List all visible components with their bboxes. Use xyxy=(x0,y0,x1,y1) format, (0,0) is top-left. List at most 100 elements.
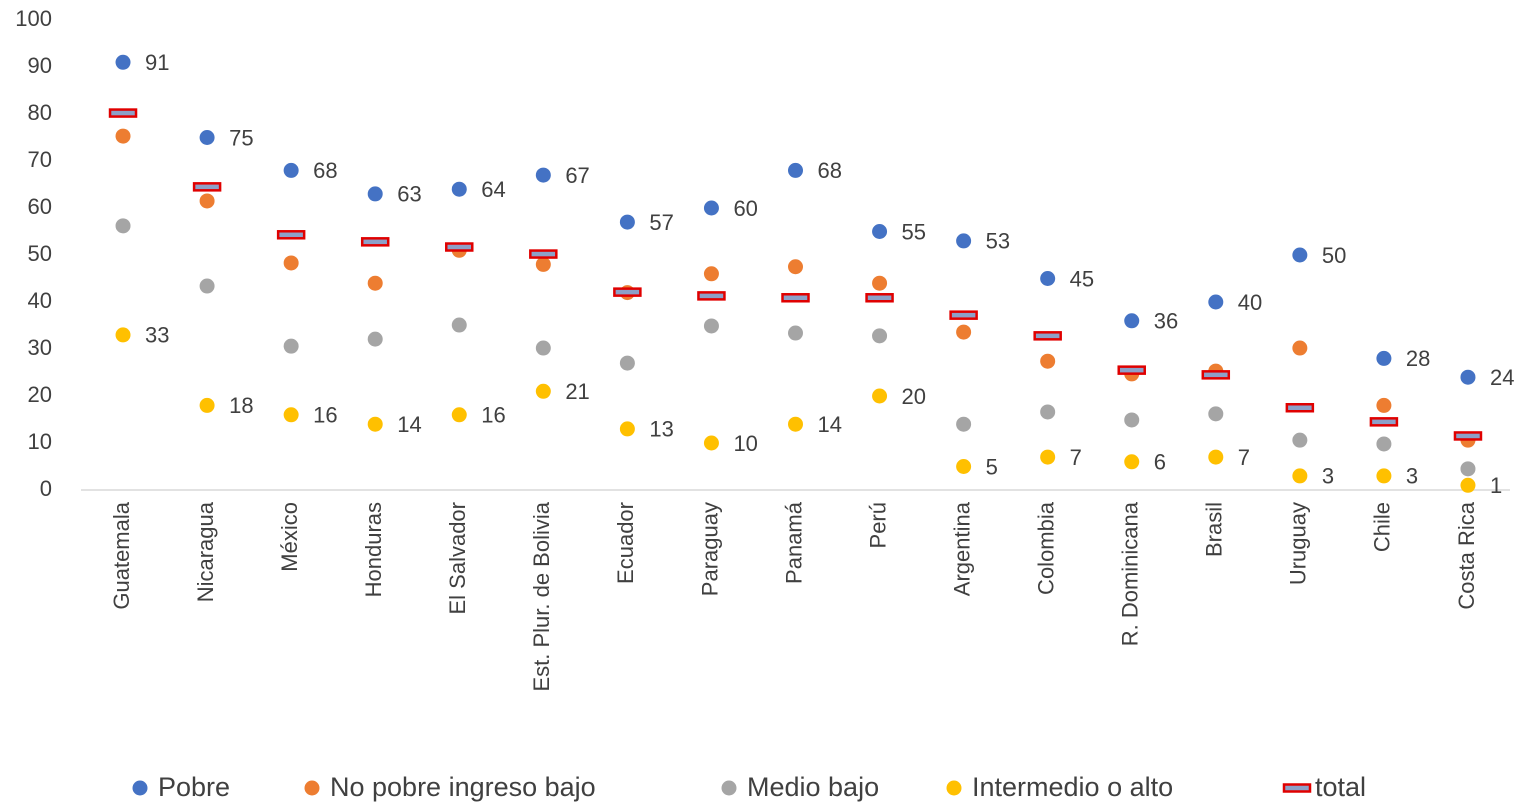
data-label: 10 xyxy=(733,431,757,456)
x-tick-label: Paraguay xyxy=(697,502,722,596)
dot xyxy=(1208,406,1224,422)
legend-item: total xyxy=(1282,772,1366,802)
dot xyxy=(956,233,972,249)
legend-item: Medio bajo xyxy=(721,772,879,802)
total-marker xyxy=(613,287,642,297)
dash xyxy=(276,230,306,240)
legend-label: Intermedio o alto xyxy=(972,772,1173,802)
legend-label: Medio bajo xyxy=(747,772,879,802)
total-marker xyxy=(192,182,222,192)
dot xyxy=(788,416,803,432)
dot xyxy=(367,186,383,202)
dot xyxy=(872,224,888,239)
dash xyxy=(1285,403,1315,413)
dot xyxy=(199,130,215,145)
data-label: 28 xyxy=(1406,346,1430,371)
dot xyxy=(703,435,719,451)
dot xyxy=(956,416,972,432)
total-marker xyxy=(949,310,978,320)
y-tick-label: 100 xyxy=(15,6,52,31)
data-label: 63 xyxy=(397,182,421,207)
dot xyxy=(1040,404,1056,420)
legend-item: No pobre ingreso bajo xyxy=(304,772,596,802)
data-label: 57 xyxy=(649,210,673,235)
total-marker xyxy=(865,293,894,303)
dot xyxy=(199,397,215,413)
data-label: 53 xyxy=(986,229,1010,254)
data-label: 16 xyxy=(313,403,337,428)
total-marker xyxy=(529,249,558,259)
dash xyxy=(1282,783,1312,793)
dot xyxy=(619,421,635,437)
data-label: 5 xyxy=(986,454,998,479)
x-tick-label: Guatemala xyxy=(109,501,134,609)
dot xyxy=(1376,468,1392,484)
total-marker xyxy=(360,237,390,247)
data-label: 50 xyxy=(1322,243,1346,268)
x-tick-label: Honduras xyxy=(361,502,386,597)
data-label: 33 xyxy=(145,323,169,348)
data-label: 7 xyxy=(1070,445,1082,470)
data-label: 3 xyxy=(1406,464,1418,489)
dot xyxy=(1460,461,1476,477)
dash xyxy=(1201,370,1231,380)
dot xyxy=(703,318,719,334)
dot xyxy=(619,214,635,230)
legend-item: Pobre xyxy=(132,772,230,802)
x-tick-label: El Salvador xyxy=(445,502,470,615)
dash xyxy=(781,293,810,303)
total-marker xyxy=(108,108,138,118)
dot xyxy=(872,275,888,291)
dot xyxy=(1124,313,1140,329)
legend-label: Pobre xyxy=(158,772,230,802)
data-label: 64 xyxy=(481,177,505,202)
dot xyxy=(1040,271,1056,286)
legend-label: No pobre ingreso bajo xyxy=(330,772,596,802)
dot xyxy=(283,255,299,271)
data-label: 3 xyxy=(1322,464,1334,489)
y-tick-label: 30 xyxy=(28,335,52,360)
y-tick-label: 20 xyxy=(28,382,52,407)
total-marker xyxy=(1033,331,1062,341)
y-tick-label: 10 xyxy=(28,429,52,454)
dot xyxy=(1376,397,1392,413)
y-tick-label: 0 xyxy=(40,476,52,501)
dash xyxy=(865,293,894,303)
dot xyxy=(703,200,719,216)
x-tick-label: Uruguay xyxy=(1286,502,1311,585)
dot xyxy=(1292,432,1308,448)
y-tick-label: 80 xyxy=(28,100,52,125)
total-marker xyxy=(1117,365,1146,375)
dot xyxy=(956,324,972,340)
data-label: 24 xyxy=(1490,365,1514,390)
dot xyxy=(199,193,215,209)
dot xyxy=(872,328,888,344)
dot xyxy=(367,331,383,347)
data-label: 13 xyxy=(649,417,673,442)
dot xyxy=(703,266,719,282)
data-label: 7 xyxy=(1238,445,1250,470)
dot xyxy=(1208,294,1224,310)
total-marker xyxy=(781,293,810,303)
dash xyxy=(613,287,642,297)
x-tick-label: Est. Plur. de Bolivia xyxy=(529,501,554,691)
total-marker xyxy=(697,291,726,301)
total-marker xyxy=(1369,417,1399,427)
legend-item: Intermedio o alto xyxy=(946,772,1173,802)
data-label: 36 xyxy=(1154,309,1178,334)
dot xyxy=(788,325,803,341)
dot xyxy=(1460,477,1476,493)
dot xyxy=(1040,449,1056,465)
data-label: 14 xyxy=(397,412,421,437)
data-label: 68 xyxy=(313,158,337,183)
dot xyxy=(132,780,148,796)
dot xyxy=(721,780,737,796)
dot xyxy=(304,780,320,796)
dot xyxy=(1292,247,1308,263)
dot xyxy=(115,327,131,343)
dash xyxy=(949,310,978,320)
dot xyxy=(1124,412,1140,428)
legend-label: total xyxy=(1315,772,1366,802)
dash xyxy=(1117,365,1146,375)
x-tick-label: Brasil xyxy=(1202,502,1227,557)
